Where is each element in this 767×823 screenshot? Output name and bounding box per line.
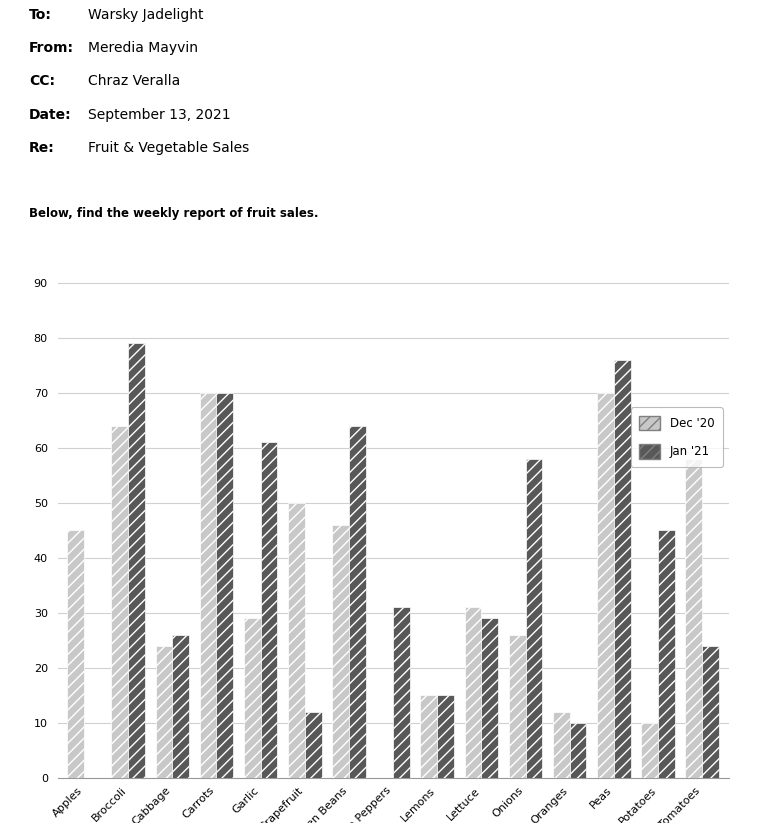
Bar [244, 618, 261, 778]
Bar [128, 343, 145, 778]
Bar [686, 458, 702, 778]
Bar [641, 723, 658, 778]
Bar [349, 425, 366, 778]
Bar [199, 393, 216, 778]
Bar [702, 646, 719, 778]
Text: Meredia Mayvin: Meredia Mayvin [88, 41, 198, 55]
Bar [288, 503, 304, 778]
Text: September 13, 2021: September 13, 2021 [88, 108, 231, 122]
Bar [420, 695, 437, 778]
Bar [393, 607, 410, 778]
Bar [304, 712, 321, 778]
Bar [465, 607, 482, 778]
Bar [437, 695, 454, 778]
Text: Re:: Re: [29, 141, 55, 156]
Bar [173, 635, 189, 778]
Bar [67, 530, 84, 778]
Bar [570, 723, 587, 778]
Text: Date:: Date: [29, 108, 72, 122]
Bar [111, 425, 128, 778]
Text: CC:: CC: [29, 74, 55, 89]
Text: From:: From: [29, 41, 74, 55]
Bar [658, 530, 675, 778]
Bar [525, 458, 542, 778]
Bar [261, 442, 278, 778]
Bar [482, 618, 499, 778]
Bar [614, 360, 630, 778]
Bar [597, 393, 614, 778]
Text: To:: To: [29, 7, 52, 22]
Bar [332, 525, 349, 778]
Text: Warsky Jadelight: Warsky Jadelight [88, 7, 204, 22]
Bar [156, 646, 173, 778]
Bar [553, 712, 570, 778]
Bar [509, 635, 525, 778]
Text: Below, find the weekly report of fruit sales.: Below, find the weekly report of fruit s… [29, 207, 318, 221]
Text: Fruit & Vegetable Sales: Fruit & Vegetable Sales [88, 141, 249, 156]
Text: Chraz Veralla: Chraz Veralla [88, 74, 180, 89]
Bar [216, 393, 233, 778]
Legend: Dec '20, Jan '21: Dec '20, Jan '21 [631, 407, 723, 467]
